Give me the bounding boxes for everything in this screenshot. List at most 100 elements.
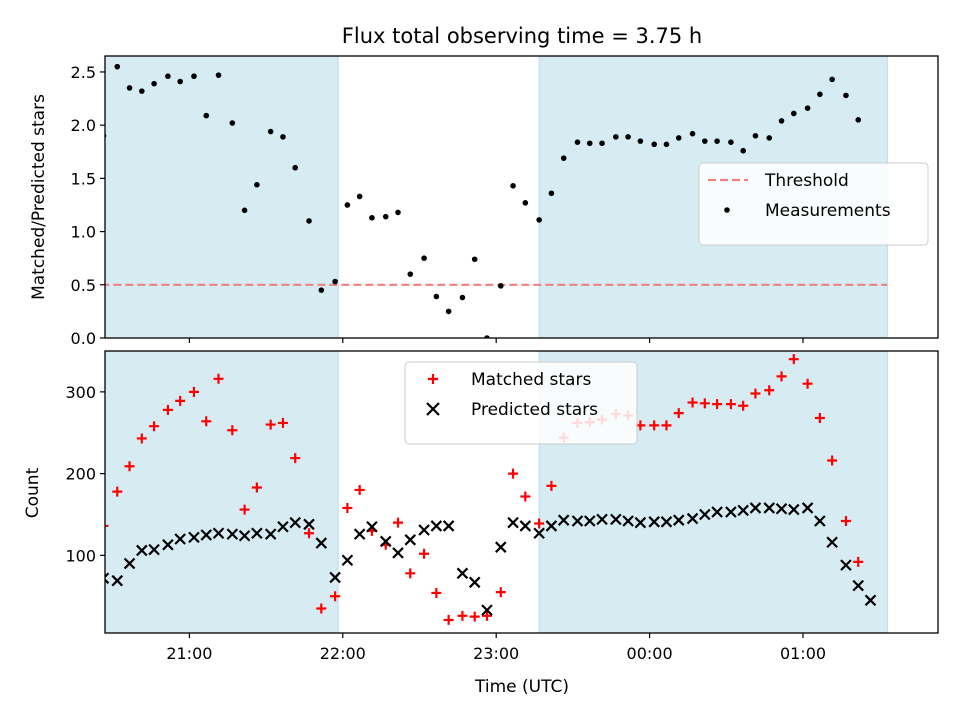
data-point — [637, 138, 644, 144]
data-point — [174, 533, 186, 545]
data-point — [227, 425, 238, 436]
data-point — [557, 514, 570, 526]
data-point — [519, 520, 532, 532]
legend-marker — [724, 207, 730, 213]
data-point — [814, 413, 825, 424]
data-point — [522, 200, 529, 206]
plot-area — [105, 56, 888, 338]
data-point — [560, 155, 567, 161]
x-tick-label: 22:00 — [320, 644, 366, 663]
data-point — [484, 335, 490, 338]
data-point — [404, 534, 417, 546]
data-point — [165, 73, 171, 80]
data-point — [829, 76, 835, 83]
legend-label: Matched stars — [471, 370, 591, 390]
x-tick-label: 01:00 — [780, 644, 826, 663]
data-point — [292, 164, 299, 171]
data-point — [353, 528, 366, 540]
data-point — [776, 371, 787, 382]
data-point — [495, 541, 507, 553]
series-matched-stars — [105, 354, 864, 625]
data-point — [574, 139, 581, 145]
data-point — [497, 283, 504, 289]
data-point — [151, 80, 157, 87]
data-point — [162, 404, 173, 415]
y-tick-label: 300 — [65, 383, 96, 402]
data-point — [661, 420, 672, 431]
data-point — [725, 399, 736, 410]
y-tick-label: 100 — [65, 546, 96, 565]
data-point — [393, 517, 404, 528]
data-point — [750, 388, 761, 399]
data-point — [622, 515, 634, 527]
data-point — [139, 88, 145, 94]
data-point — [687, 397, 698, 408]
data-point — [177, 78, 183, 85]
plot-area — [86, 351, 888, 633]
legend-frame — [404, 361, 638, 445]
data-point — [431, 587, 442, 598]
data-point — [86, 585, 96, 595]
x-axis-label: Time (UTC) — [474, 677, 569, 697]
data-point — [226, 528, 239, 540]
data-point — [304, 528, 315, 539]
data-point — [264, 528, 277, 540]
data-point — [316, 603, 327, 614]
data-point — [188, 531, 200, 544]
data-point — [699, 398, 710, 409]
data-point — [329, 571, 341, 584]
chart-title: Flux total observing time = 3.75 h — [342, 24, 702, 48]
data-point — [840, 516, 851, 527]
data-point — [356, 193, 363, 200]
data-point — [213, 373, 224, 384]
data-point — [149, 421, 160, 432]
data-point — [405, 568, 416, 579]
data-point — [136, 544, 148, 557]
data-point — [459, 294, 466, 301]
x-tick-label: 00:00 — [627, 644, 673, 663]
data-point — [775, 502, 788, 515]
legend-label: Predicted stars — [471, 400, 598, 420]
data-point — [175, 395, 186, 406]
data-point — [433, 293, 440, 300]
shaded-interval-0 — [105, 351, 339, 633]
data-point — [471, 256, 478, 263]
x-tick-label: 21:00 — [166, 644, 212, 663]
data-point — [802, 378, 813, 389]
data-point — [229, 120, 236, 126]
data-point — [599, 140, 605, 147]
data-point — [445, 308, 452, 315]
legend-marker — [428, 374, 438, 384]
data-point — [625, 134, 631, 140]
data-point — [546, 480, 557, 491]
data-point — [215, 72, 222, 78]
data-point — [840, 559, 852, 571]
y-tick-label: 200 — [65, 465, 96, 484]
data-point — [407, 271, 414, 277]
data-point — [712, 399, 723, 410]
data-point — [728, 139, 734, 145]
data-point — [114, 63, 121, 70]
data-point — [265, 419, 276, 430]
data-point — [738, 400, 749, 411]
data-point — [660, 516, 673, 528]
data-point — [749, 502, 762, 514]
y-tick-label: 0.0 — [71, 329, 96, 348]
y-axis-label-ratio: Matched/Predicted stars — [29, 94, 49, 300]
data-point — [790, 110, 797, 117]
legend-label: Measurements — [765, 201, 891, 221]
data-point — [105, 524, 109, 528]
data-point — [613, 134, 619, 140]
data-point — [855, 117, 862, 123]
y-tick-label: 0.5 — [71, 276, 96, 295]
data-point — [315, 537, 328, 549]
data-point — [672, 514, 685, 526]
data-point — [306, 218, 312, 224]
legend-frame — [698, 162, 929, 246]
data-point — [711, 506, 723, 518]
y-axis-label-count: Count — [23, 467, 43, 518]
data-point — [200, 529, 213, 541]
data-point — [817, 91, 823, 98]
data-point — [725, 506, 737, 518]
